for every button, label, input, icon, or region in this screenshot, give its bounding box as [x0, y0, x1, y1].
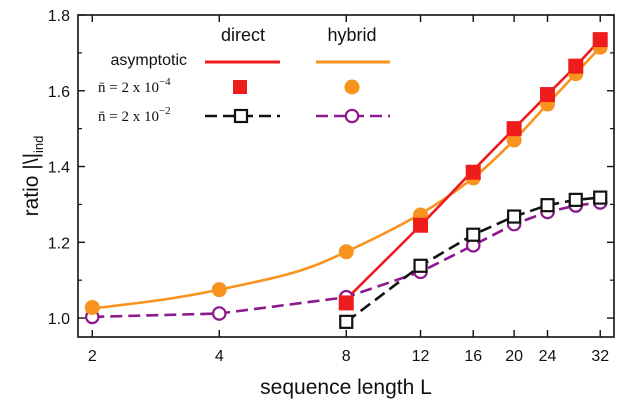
y-tick-label: 1.2: [48, 235, 70, 252]
legend-col-hybrid: hybrid: [327, 25, 376, 45]
legend-marker-small-direct: [233, 80, 247, 94]
legend-row-large-text: n̄ = 2 x 10: [98, 109, 159, 125]
data-point-n-2-x-10-2-direct: [593, 190, 608, 205]
legend-row-small-exp: −4: [159, 76, 171, 88]
data-point-n-2-x-10-4-direct: [465, 164, 481, 180]
legend-marker-small-hybrid: [344, 79, 360, 95]
series-line-n-2-x-10-2-hybrid: [92, 201, 601, 319]
data-point-n-2-x-10-2-hybrid: [211, 306, 227, 321]
data-point-n-2-x-10-2-direct: [339, 314, 354, 329]
data-point-n-2-x-10-4-direct: [540, 87, 556, 103]
legend-row-asymptotic: asymptotic: [111, 52, 187, 69]
data-point-n-2-x-10-4-hybrid: [84, 299, 100, 315]
y-axis-title-sub: ind: [31, 136, 46, 153]
legend-row-small-text: n̄ = 2 x 10: [98, 80, 159, 96]
legend-row-small: n̄ = 2 x 10−4: [98, 76, 171, 96]
data-point-n-2-x-10-4-direct: [568, 58, 584, 74]
y-tick-label: 1.0: [48, 311, 70, 328]
x-tick-label: 32: [591, 348, 609, 365]
x-tick-label: 16: [464, 348, 482, 365]
legend: direct hybrid asymptotic n̄ = 2 x 10−4 n…: [98, 25, 390, 125]
y-axis-title-main: ratio |\|: [20, 153, 43, 216]
data-point-n-2-x-10-2-direct: [540, 198, 555, 213]
data-point-n-2-x-10-4-hybrid: [506, 132, 522, 148]
x-tick-label: 24: [539, 348, 557, 365]
y-tick-label: 1.4: [48, 160, 70, 177]
data-point-n-2-x-10-4-hybrid: [338, 244, 354, 260]
data-point-n-2-x-10-4-hybrid: [211, 282, 227, 298]
legend-marker-large-hybrid: [344, 108, 360, 124]
data-point-n-2-x-10-4-direct: [592, 32, 608, 48]
x-tick-label: 12: [412, 348, 430, 365]
legend-col-direct: direct: [221, 25, 265, 45]
data-point-n-2-x-10-4-direct: [506, 121, 522, 137]
data-point-n-2-x-10-2-direct: [466, 227, 481, 242]
data-point-n-2-x-10-4-direct: [338, 295, 354, 311]
data-point-n-2-x-10-2-direct: [413, 258, 428, 273]
legend-row-large-exp: −2: [159, 105, 171, 117]
x-axis-title: sequence length L: [260, 376, 432, 399]
x-tick-label: 2: [88, 348, 97, 365]
legend-marker-large-direct: [233, 108, 249, 124]
legend-row-large: n̄ = 2 x 10−2: [98, 105, 171, 125]
x-tick-label: 8: [342, 348, 351, 365]
data-point-n-2-x-10-4-direct: [413, 217, 429, 233]
y-tick-label: 1.8: [48, 8, 70, 25]
data-point-n-2-x-10-2-direct: [507, 209, 522, 224]
y-axis-title: ratio |\|ind: [20, 136, 46, 217]
y-tick-label: 1.6: [48, 84, 70, 101]
data-point-n-2-x-10-2-direct: [568, 192, 583, 207]
x-tick-label: 20: [505, 348, 523, 365]
svg-text:ratio |\|ind: ratio |\|ind: [20, 136, 46, 217]
x-tick-label: 4: [215, 348, 224, 365]
